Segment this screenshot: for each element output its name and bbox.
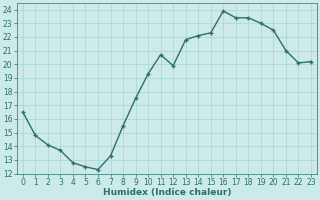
X-axis label: Humidex (Indice chaleur): Humidex (Indice chaleur) xyxy=(103,188,231,197)
